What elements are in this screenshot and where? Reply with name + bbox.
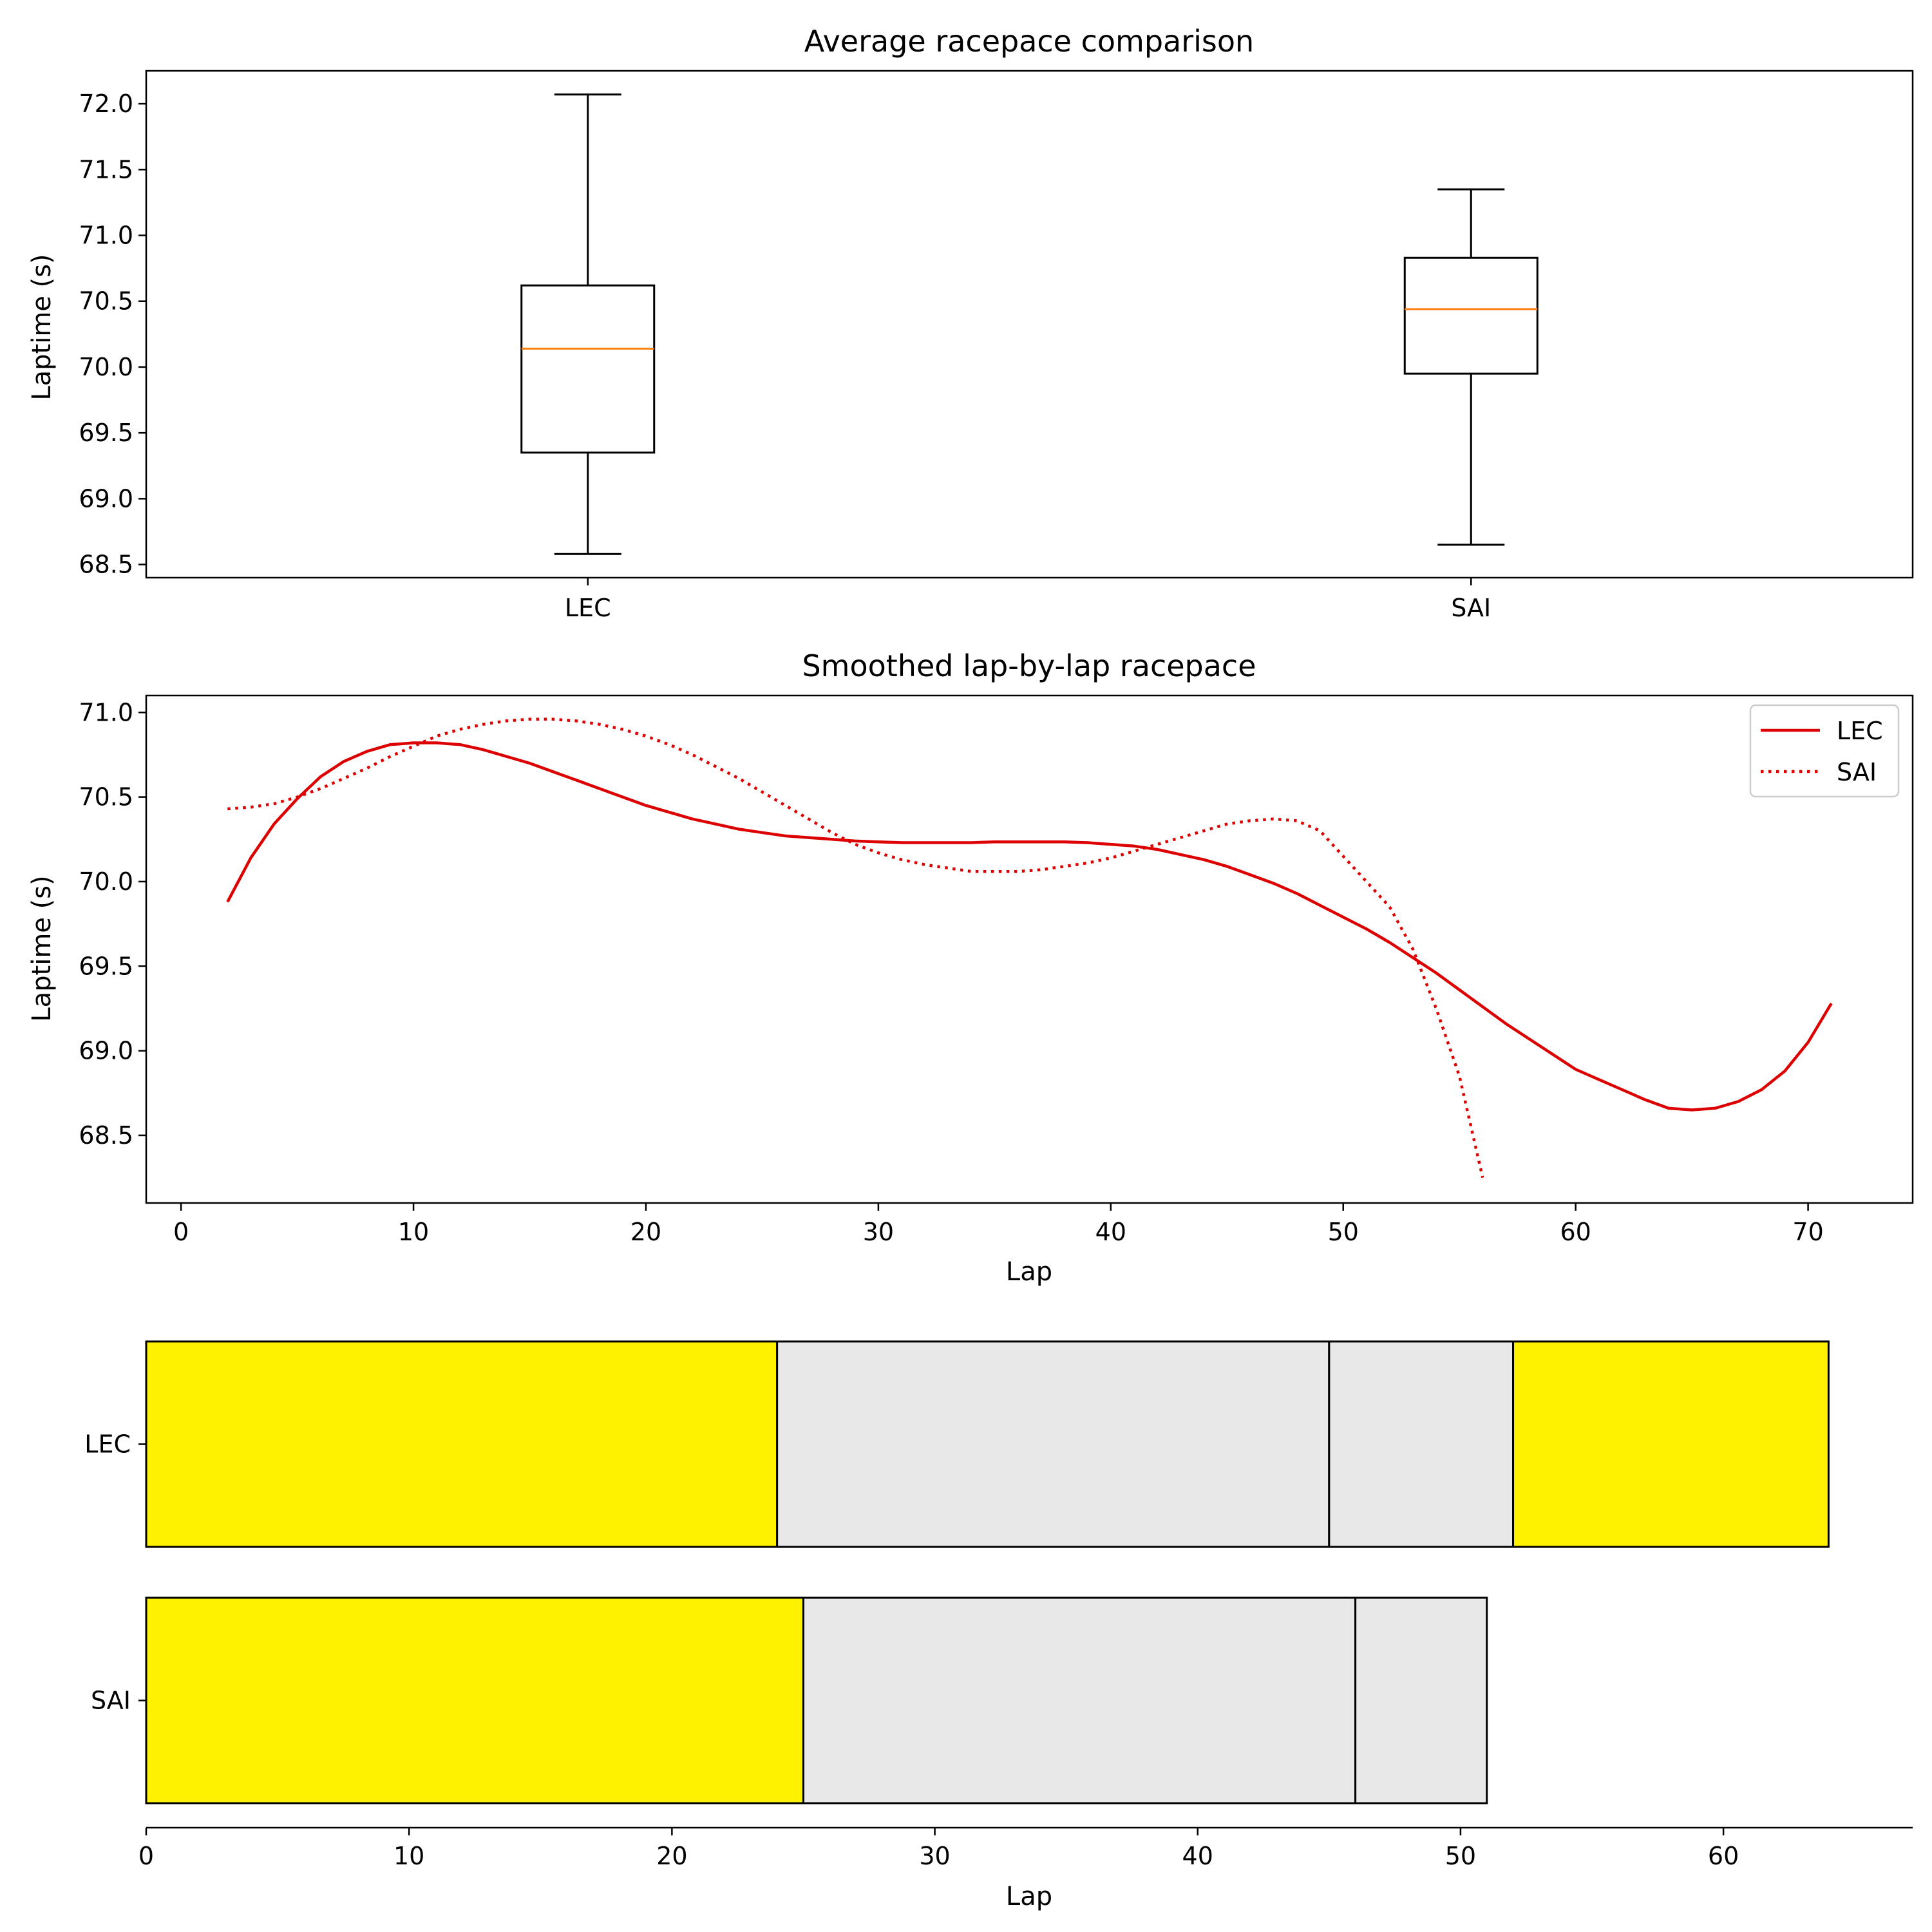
stint-x-ticks: 0 10 20 30 40 50 60	[138, 1828, 1739, 1870]
stint-panel: LEC SAI 0 10 20 30 40 50 60 Lap	[84, 1340, 1913, 1911]
boxplot-y-ticks: 68.5 69.0 69.5 70.0 70.5 71.0 71.5 72.0	[79, 90, 146, 579]
line-xtick-label: 30	[863, 1218, 894, 1246]
boxplot-ytick-label: 71.0	[79, 222, 133, 250]
stint-bar-lec	[1512, 1340, 1830, 1548]
line-ytick-label: 69.0	[79, 1037, 133, 1065]
boxplot-frame	[145, 70, 1914, 579]
stint-xtick-label: 0	[138, 1842, 154, 1870]
legend-box	[1749, 704, 1900, 798]
boxplot-panel: Average racepace comparison Laptime (s) …	[27, 24, 1914, 622]
line-x-ticks: 0 10 20 30 40 50 60 70	[173, 1203, 1824, 1246]
line-xtick-label: 40	[1095, 1218, 1126, 1246]
stint-y-ticks: LEC SAI	[84, 1430, 146, 1715]
boxplot-ytick-label: 68.5	[79, 551, 133, 579]
box-sai	[1403, 256, 1539, 375]
stint-xtick-label: 40	[1182, 1842, 1213, 1870]
boxplot-ytick-label: 71.5	[79, 155, 133, 184]
line-panel: Smoothed lap-by-lap racepace Laptime (s)…	[27, 649, 1914, 1287]
box-lec	[520, 284, 656, 454]
boxplot-xtick-label: SAI	[1451, 594, 1491, 622]
stint-bar-lec	[1328, 1340, 1515, 1548]
line-ytick-label: 68.5	[79, 1121, 133, 1150]
stint-bar-lec	[145, 1340, 779, 1548]
line-xtick-label: 50	[1328, 1218, 1359, 1246]
stint-bars	[145, 1340, 1830, 1804]
stint-bar-sai	[145, 1596, 804, 1804]
stint-xtick-label: 10	[393, 1842, 424, 1870]
stint-xtick-label: 30	[919, 1842, 950, 1870]
boxplot-xtick-label: LEC	[565, 594, 611, 622]
stint-bar-sai	[1354, 1596, 1488, 1804]
line-frame	[145, 694, 1914, 1204]
boxplot-boxes	[520, 93, 1539, 555]
boxplot-ytick-label: 69.5	[79, 419, 133, 447]
stint-bar-lec	[776, 1340, 1331, 1548]
line-ytick-label: 70.5	[79, 783, 133, 811]
line-ylabel: Laptime (s)	[27, 875, 57, 1021]
boxplot-ytick-label: 72.0	[79, 90, 133, 118]
stint-xtick-label: 50	[1445, 1842, 1476, 1870]
line-xtick-label: 20	[630, 1218, 661, 1246]
series-line-sai	[227, 717, 1484, 1179]
line-ytick-label: 71.0	[79, 698, 133, 726]
legend-label-lec: LEC	[1837, 717, 1883, 745]
line-xlabel: Lap	[1006, 1257, 1052, 1287]
boxplot-ylabel: Laptime (s)	[27, 254, 57, 400]
stint-xtick-label: 60	[1708, 1842, 1739, 1870]
stint-xlabel: Lap	[1006, 1882, 1052, 1911]
stint-bar-sai	[802, 1596, 1357, 1804]
legend-label-sai: SAI	[1837, 758, 1877, 786]
series-line-lec	[226, 741, 1833, 1112]
boxplot-x-ticks: LEC SAI	[565, 578, 1491, 622]
stint-xtick-label: 20	[656, 1842, 687, 1870]
line-series	[226, 717, 1833, 1179]
line-ytick-label: 69.5	[79, 952, 133, 980]
boxplot-title: Average racepace comparison	[804, 24, 1254, 59]
line-xtick-label: 10	[398, 1218, 429, 1246]
boxplot-ytick-label: 69.0	[79, 484, 133, 513]
line-y-ticks: 68.5 69.0 69.5 70.0 70.5 71.0	[79, 698, 146, 1150]
line-xtick-label: 70	[1792, 1218, 1823, 1246]
line-title: Smoothed lap-by-lap racepace	[802, 649, 1256, 683]
line-ytick-label: 70.0	[79, 867, 133, 896]
stint-ytick-label: SAI	[91, 1687, 131, 1715]
line-xtick-label: 0	[173, 1218, 189, 1246]
stint-ytick-label: LEC	[84, 1430, 131, 1459]
boxplot-ytick-label: 70.5	[79, 287, 133, 316]
line-xtick-label: 60	[1560, 1218, 1591, 1246]
legend: LEC SAI	[1749, 704, 1900, 798]
boxplot-ytick-label: 70.0	[79, 353, 133, 381]
